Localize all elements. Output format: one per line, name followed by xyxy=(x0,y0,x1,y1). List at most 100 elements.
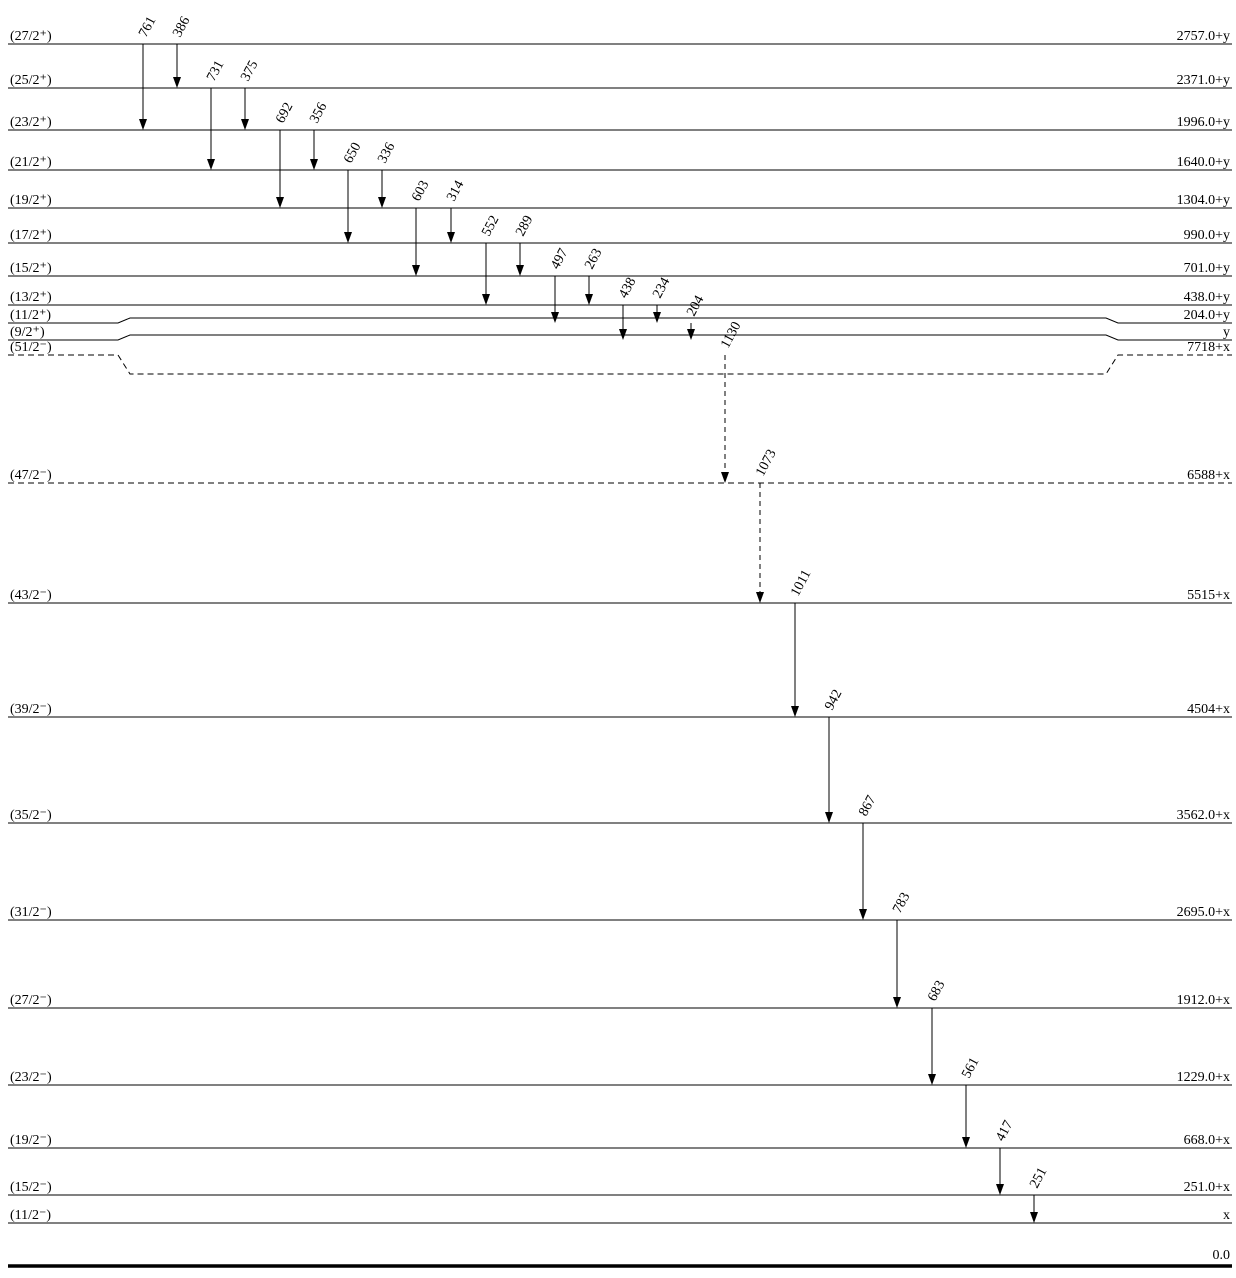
gamma-arrow-head xyxy=(585,294,593,305)
levels-layer: (27/2⁺) 2757.0+y (25/2⁺) 2371.0+y (23/2⁺) 199… xyxy=(8,29,1232,1224)
level-energy-label: 990.0+y xyxy=(1184,228,1230,243)
level-spin-label: (13/2⁺) xyxy=(10,290,52,305)
gamma-energy-label: 356 xyxy=(307,100,330,126)
transition-692: 692 xyxy=(273,100,296,208)
level-energy-label: 1304.0+y xyxy=(1177,193,1230,208)
level-7: (13/2⁺) 438.0+y xyxy=(8,290,1232,306)
level-spin-label: (35/2⁻) xyxy=(10,808,52,823)
gamma-arrow-head xyxy=(928,1074,936,1085)
level-spin-label: (15/2⁻) xyxy=(10,1180,52,1195)
transitions-layer: 761 386 731 375 692 356 650 336 603 314 552 289 497 2… xyxy=(136,14,1050,1223)
level-spin-label: (11/2⁻) xyxy=(10,1208,51,1223)
gamma-arrow-head xyxy=(412,265,420,276)
gamma-arrow-head xyxy=(1030,1212,1038,1223)
transition-251: 251 xyxy=(1027,1165,1050,1223)
gamma-arrow-head xyxy=(687,329,695,340)
gamma-energy-label: 1073 xyxy=(753,447,779,479)
level-spin-label: (31/2⁻) xyxy=(10,905,52,920)
ground-state-energy: 0.0 xyxy=(1213,1248,1231,1263)
level-2: (23/2⁺) 1996.0+y xyxy=(8,115,1232,131)
level-energy-label: 4504+x xyxy=(1187,702,1230,717)
transition-417: 417 xyxy=(993,1118,1016,1195)
level-17: (23/2⁻) 1229.0+x xyxy=(8,1070,1232,1086)
gamma-energy-label: 251 xyxy=(1027,1165,1050,1191)
gamma-arrow-head xyxy=(859,909,867,920)
level-spin-label: (15/2⁺) xyxy=(10,261,52,276)
level-18: (19/2⁻) 668.0+x xyxy=(8,1133,1232,1149)
gamma-energy-label: 761 xyxy=(136,14,159,40)
level-9: (9/2⁺) y xyxy=(8,325,1232,341)
level-spin-label: (27/2⁻) xyxy=(10,993,52,1008)
level-3: (21/2⁺) 1640.0+y xyxy=(8,155,1232,171)
level-20: (11/2⁻) x xyxy=(8,1208,1232,1224)
transition-386: 386 xyxy=(170,14,193,88)
transition-867: 867 xyxy=(856,793,879,920)
gamma-energy-label: 386 xyxy=(170,14,193,40)
transition-783: 783 xyxy=(890,890,913,1008)
gamma-arrow-head xyxy=(721,472,729,483)
level-spin-label: (9/2⁺) xyxy=(10,325,45,340)
gamma-energy-label: 692 xyxy=(273,100,296,126)
level-energy-label: 2371.0+y xyxy=(1177,73,1230,88)
gamma-arrow-head xyxy=(207,159,215,170)
gamma-arrow-head xyxy=(825,812,833,823)
transition-650: 650 xyxy=(341,140,364,243)
level-energy-label: 1640.0+y xyxy=(1177,155,1230,170)
level-1: (25/2⁺) 2371.0+y xyxy=(8,73,1232,89)
gamma-arrow-head xyxy=(619,329,627,340)
level-spin-label: (19/2⁺) xyxy=(10,193,52,208)
level-11: (47/2⁻) 6588+x xyxy=(8,468,1232,484)
gamma-energy-label: 1011 xyxy=(788,568,814,599)
level-energy-label: 1996.0+y xyxy=(1177,115,1230,130)
transition-204: 204 xyxy=(684,293,707,340)
gamma-arrow-head xyxy=(962,1137,970,1148)
transition-731: 731 xyxy=(204,58,227,170)
gamma-energy-label: 204 xyxy=(684,293,707,319)
transition-552: 552 xyxy=(479,213,502,305)
level-energy-label: 438.0+y xyxy=(1184,290,1230,305)
gamma-energy-label: 683 xyxy=(925,978,948,1004)
gamma-arrow-head xyxy=(756,592,764,603)
level-10: (51/2⁻) 7718+x xyxy=(8,340,1232,375)
level-energy-label: 7718+x xyxy=(1187,340,1230,355)
gamma-energy-label: 783 xyxy=(890,890,913,916)
gamma-arrow-head xyxy=(653,312,661,323)
transition-289: 289 xyxy=(513,213,536,276)
transition-497: 497 xyxy=(548,246,571,323)
transition-1073: 1073 xyxy=(753,447,780,603)
level-8: (11/2⁺) 204.0+y xyxy=(8,308,1232,324)
level-spin-label: (27/2⁺) xyxy=(10,29,52,44)
gamma-arrow-head xyxy=(241,119,249,130)
level-energy-label: 3562.0+x xyxy=(1177,808,1230,823)
level-spin-label: (43/2⁻) xyxy=(10,588,52,603)
transition-683: 683 xyxy=(925,978,948,1085)
gamma-energy-label: 942 xyxy=(822,687,845,713)
level-spin-label: (23/2⁺) xyxy=(10,115,52,130)
level-line xyxy=(8,317,1232,324)
level-spin-label: (11/2⁺) xyxy=(10,308,51,323)
level-energy-label: 2695.0+x xyxy=(1177,905,1230,920)
gamma-energy-label: 867 xyxy=(856,793,879,819)
gamma-energy-label: 438 xyxy=(616,275,639,301)
transition-356: 356 xyxy=(307,100,330,170)
transition-375: 375 xyxy=(238,58,261,130)
gamma-energy-label: 289 xyxy=(513,213,536,239)
level-13: (39/2⁻) 4504+x xyxy=(8,702,1232,718)
transition-761: 761 xyxy=(136,14,159,130)
level-6: (15/2⁺) 701.0+y xyxy=(8,261,1232,277)
gamma-arrow-head xyxy=(276,197,284,208)
level-19: (15/2⁻) 251.0+x xyxy=(8,1180,1232,1196)
level-spin-label: (17/2⁺) xyxy=(10,228,52,243)
level-line xyxy=(8,334,1232,341)
level-energy-label: 701.0+y xyxy=(1184,261,1230,276)
level-spin-label: (39/2⁻) xyxy=(10,702,52,717)
gamma-arrow-head xyxy=(173,77,181,88)
gamma-energy-label: 731 xyxy=(204,58,227,84)
level-energy-label: y xyxy=(1223,325,1230,340)
level-energy-label: 668.0+x xyxy=(1184,1133,1230,1148)
gamma-arrow-head xyxy=(139,119,147,130)
gamma-arrow-head xyxy=(310,159,318,170)
transition-234: 234 xyxy=(650,275,673,323)
level-spin-label: (25/2⁺) xyxy=(10,73,52,88)
level-spin-label: (23/2⁻) xyxy=(10,1070,52,1085)
